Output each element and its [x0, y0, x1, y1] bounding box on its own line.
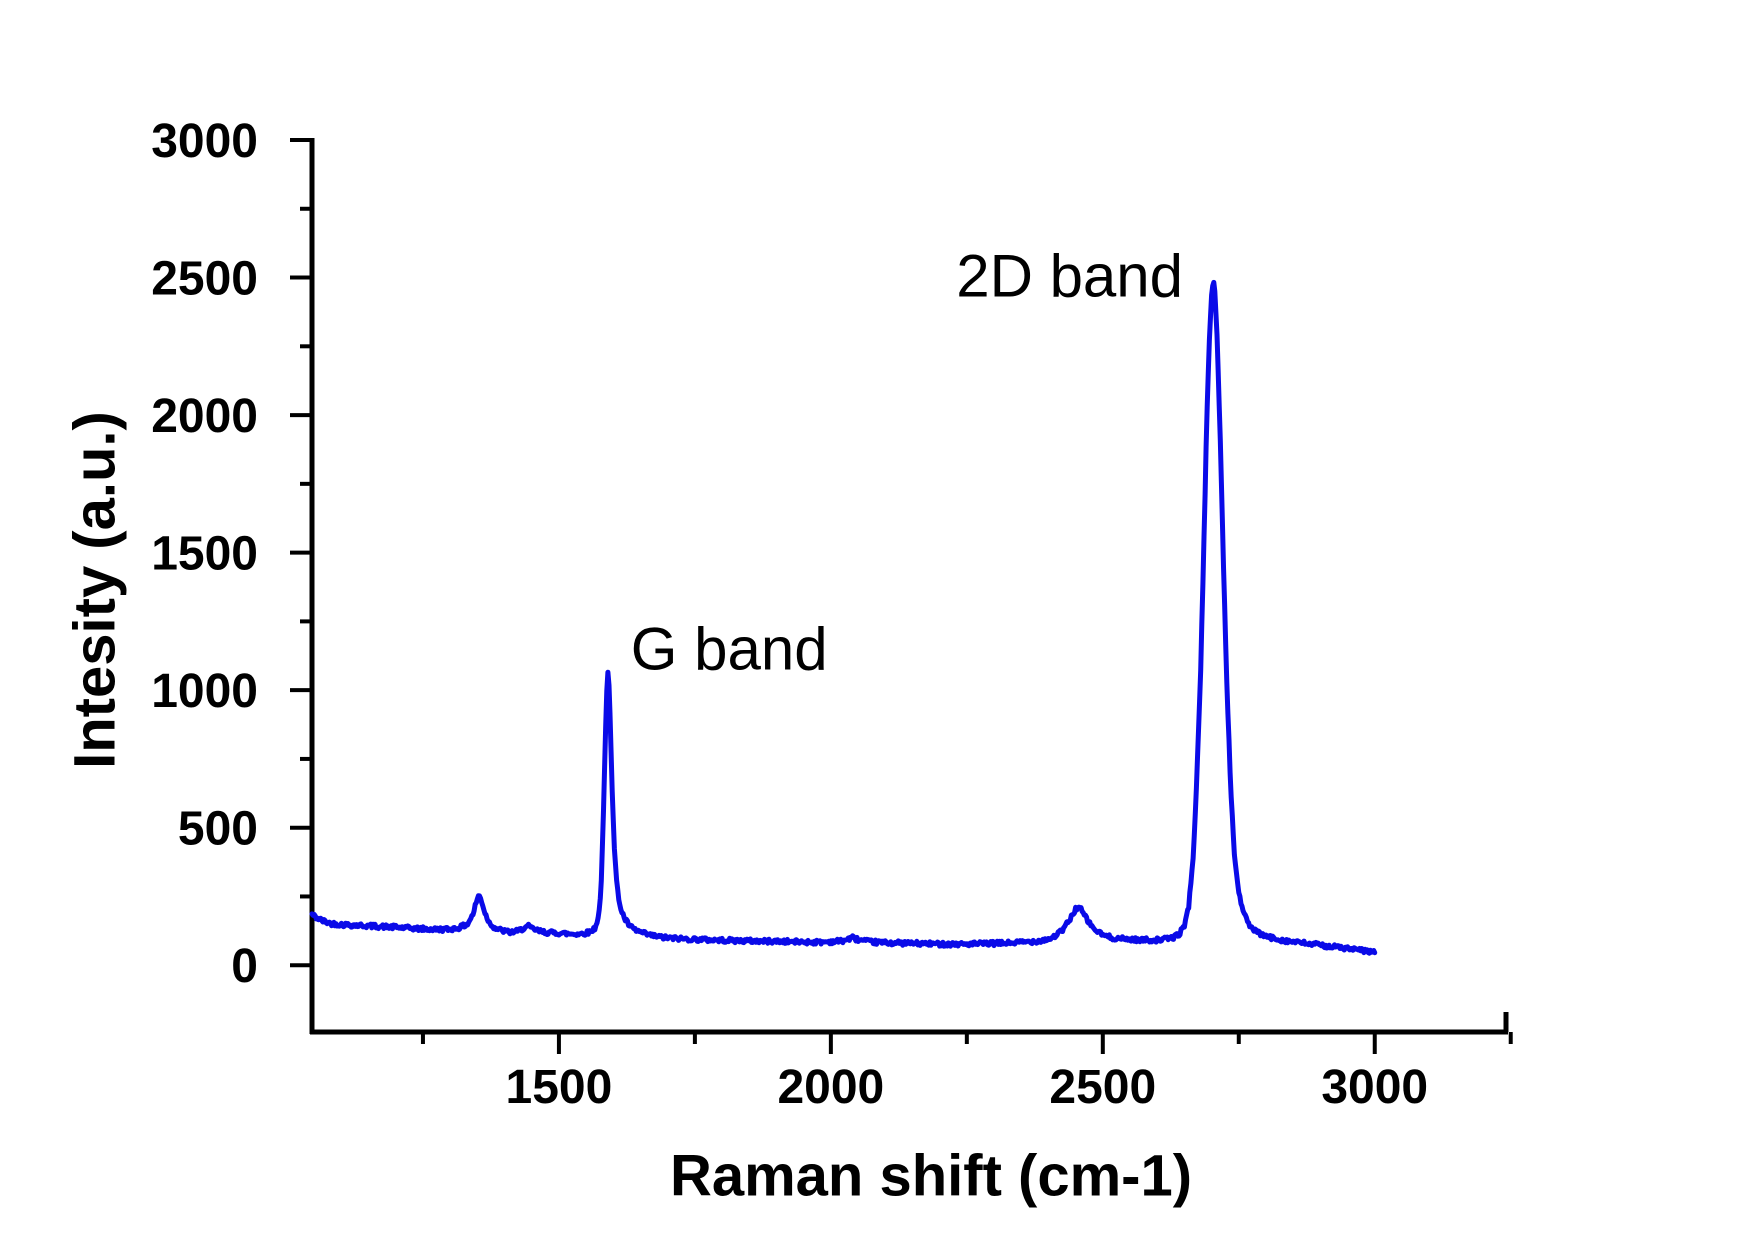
x-tick-label: 2000 [777, 1061, 884, 1114]
y-tick-label: 1500 [151, 528, 258, 581]
g-band-annotation: G band [630, 615, 828, 683]
spectrum-line [309, 279, 1378, 956]
y-axis-title: Intesity (a.u.) [62, 411, 128, 769]
x-tick-label: 1500 [506, 1061, 613, 1114]
y-tick-label: 1000 [151, 665, 258, 718]
y-tick-label: 2000 [151, 390, 258, 443]
x-tick-label: 2500 [1049, 1061, 1156, 1114]
x-tick-label: 3000 [1321, 1061, 1428, 1114]
2d-band-annotation: 2D band [956, 242, 1184, 310]
y-tick-label: 3000 [151, 115, 258, 168]
y-tick-label: 500 [178, 803, 258, 856]
y-tick-label: 2500 [151, 253, 258, 306]
x-axis-title: Raman shift (cm-1) [669, 1143, 1193, 1209]
y-tick-label: 0 [231, 940, 258, 993]
